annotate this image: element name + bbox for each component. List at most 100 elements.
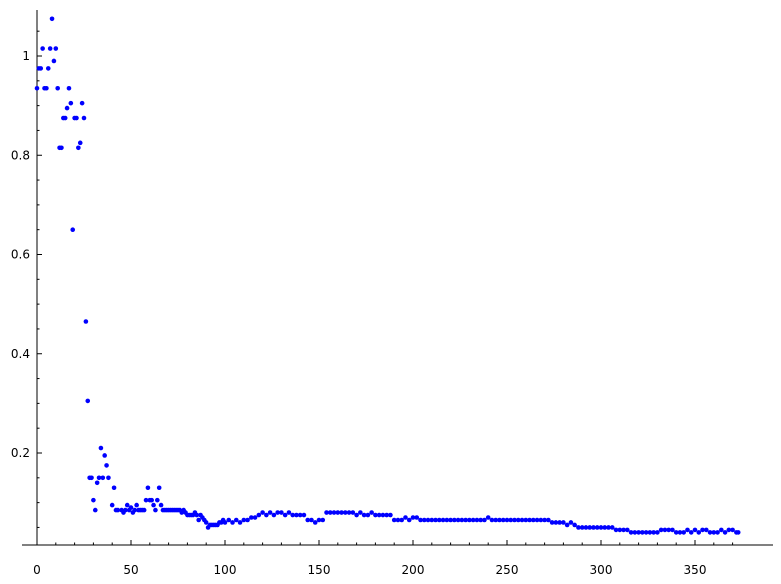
data-point bbox=[222, 520, 228, 525]
data-point bbox=[98, 445, 104, 451]
data-point bbox=[252, 515, 258, 520]
data-point bbox=[335, 510, 341, 515]
data-point bbox=[53, 46, 59, 51]
data-point bbox=[194, 512, 200, 518]
data-point bbox=[305, 517, 311, 523]
data-point bbox=[45, 66, 51, 71]
data-point bbox=[128, 505, 134, 510]
data-point bbox=[346, 510, 352, 515]
data-point bbox=[647, 530, 653, 535]
data-point bbox=[662, 527, 668, 533]
data-point bbox=[91, 497, 96, 503]
data-point bbox=[89, 475, 94, 481]
data-point bbox=[437, 517, 442, 523]
data-point bbox=[320, 517, 326, 523]
data-point bbox=[149, 497, 154, 503]
data-point bbox=[523, 517, 529, 523]
data-point bbox=[145, 485, 151, 491]
data-point bbox=[40, 46, 45, 51]
data-point bbox=[730, 527, 735, 533]
data-point bbox=[365, 512, 371, 518]
data-point bbox=[301, 512, 307, 518]
data-point bbox=[421, 517, 427, 523]
y-ticks: 0.2 0.4 0.6 0.8 1 bbox=[11, 30, 42, 528]
data-point bbox=[489, 517, 495, 523]
data-point bbox=[141, 507, 147, 513]
data-point bbox=[482, 517, 487, 523]
data-point bbox=[666, 527, 671, 533]
data-point bbox=[519, 517, 525, 523]
data-point bbox=[376, 512, 382, 518]
data-point bbox=[264, 512, 269, 518]
data-point bbox=[538, 517, 544, 523]
data-point bbox=[290, 512, 295, 518]
data-point bbox=[485, 515, 491, 520]
data-point bbox=[425, 517, 431, 523]
data-point bbox=[700, 527, 705, 533]
y-axis: 0.2 0.4 0.6 0.8 1 bbox=[11, 10, 42, 545]
data-point bbox=[373, 512, 378, 518]
data-point bbox=[579, 525, 585, 530]
data-point bbox=[636, 530, 641, 535]
data-point bbox=[500, 517, 506, 523]
data-point bbox=[66, 85, 72, 91]
data-point bbox=[47, 46, 53, 51]
data-point bbox=[632, 530, 638, 535]
data-point bbox=[237, 520, 243, 525]
data-point bbox=[688, 530, 694, 535]
data-point bbox=[512, 517, 517, 523]
data-point bbox=[282, 512, 288, 518]
data-point bbox=[123, 507, 128, 513]
x-ticks: 0 50 100 150 200 250 300 350 bbox=[33, 540, 734, 577]
data-point bbox=[452, 517, 457, 523]
data-point bbox=[410, 515, 416, 520]
data-point bbox=[572, 522, 577, 528]
data-point bbox=[440, 517, 446, 523]
data-point bbox=[719, 527, 724, 533]
data-point bbox=[271, 512, 277, 518]
y-tick-label: 1 bbox=[22, 49, 30, 63]
data-point bbox=[111, 485, 117, 491]
data-point bbox=[591, 525, 596, 530]
data-point bbox=[286, 510, 292, 515]
data-point bbox=[241, 517, 247, 523]
data-point bbox=[467, 517, 472, 523]
data-point bbox=[609, 525, 615, 530]
data-point bbox=[395, 517, 401, 523]
data-point bbox=[68, 100, 74, 106]
y-tick-label: 0.2 bbox=[11, 446, 30, 460]
data-point bbox=[722, 530, 728, 535]
data-point bbox=[625, 527, 630, 533]
data-point bbox=[151, 502, 156, 508]
data-point bbox=[651, 530, 656, 535]
data-point bbox=[692, 527, 698, 533]
data-point bbox=[369, 510, 374, 515]
data-point bbox=[81, 115, 87, 121]
data-point bbox=[230, 520, 235, 525]
data-point bbox=[474, 517, 480, 523]
y-tick-label: 0.6 bbox=[11, 248, 30, 262]
x-tick-label: 250 bbox=[496, 563, 519, 577]
data-point bbox=[504, 517, 510, 523]
data-point bbox=[470, 517, 476, 523]
data-point bbox=[143, 497, 149, 503]
data-point bbox=[203, 520, 209, 525]
data-point bbox=[279, 510, 284, 515]
data-point bbox=[553, 520, 559, 525]
data-point bbox=[79, 100, 85, 106]
data-point bbox=[594, 525, 600, 530]
y-tick-label: 0.4 bbox=[11, 347, 30, 361]
data-point bbox=[94, 480, 100, 486]
y-tick-label: 0.8 bbox=[11, 148, 30, 162]
data-point bbox=[380, 512, 386, 518]
data-point bbox=[497, 517, 502, 523]
data-point bbox=[658, 527, 664, 533]
data-point bbox=[583, 525, 589, 530]
data-point bbox=[429, 517, 435, 523]
data-point bbox=[735, 530, 741, 535]
data-point bbox=[515, 517, 521, 523]
data-point bbox=[602, 525, 608, 530]
data-point bbox=[685, 527, 690, 533]
data-point bbox=[568, 520, 574, 525]
data-point bbox=[109, 502, 115, 508]
